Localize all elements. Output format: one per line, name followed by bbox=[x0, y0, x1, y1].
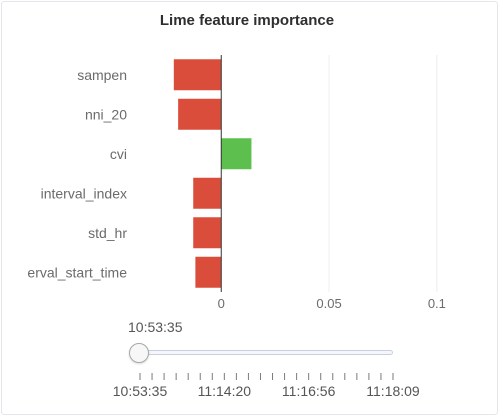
slider-mark-label-3: 11:18:09 bbox=[366, 383, 420, 399]
slider-mark-label-2: 11:16:56 bbox=[281, 383, 336, 399]
bar-interval_index[interactable] bbox=[193, 177, 222, 209]
category-label-std_hr: std_hr bbox=[88, 225, 127, 241]
slider-mark-label-1: 11:14:20 bbox=[197, 383, 252, 399]
category-label-nni_20: nni_20 bbox=[85, 106, 127, 122]
slider-current-time: 10:53:35 bbox=[128, 319, 183, 335]
category-label-interval_index: interval_index bbox=[41, 185, 127, 201]
time-slider-marks: 10:53:35 11:14:20 11:16:56 11:18:09 bbox=[0, 368, 501, 408]
time-slider-handle[interactable] bbox=[129, 343, 149, 363]
category-label-cvi: cvi bbox=[110, 146, 127, 162]
slider-mark-label-0: 10:53:35 bbox=[112, 383, 168, 399]
bar-std_hr[interactable] bbox=[193, 217, 222, 249]
bar-sampen[interactable] bbox=[173, 59, 222, 91]
category-label-sampen: sampen bbox=[77, 67, 127, 83]
x-tick-label-1: 0.05 bbox=[316, 296, 341, 311]
x-tick-label-2: 0.1 bbox=[428, 296, 446, 311]
time-slider-track[interactable] bbox=[140, 350, 393, 355]
x-tick-label-0: 0 bbox=[218, 296, 225, 311]
chart-title: Lime feature importance bbox=[159, 12, 335, 29]
bar-cvi[interactable] bbox=[221, 138, 252, 170]
category-label-erval_start_time: erval_start_time bbox=[27, 264, 127, 280]
bar-nni_20[interactable] bbox=[178, 98, 222, 130]
bar-erval_start_time[interactable] bbox=[195, 256, 222, 288]
